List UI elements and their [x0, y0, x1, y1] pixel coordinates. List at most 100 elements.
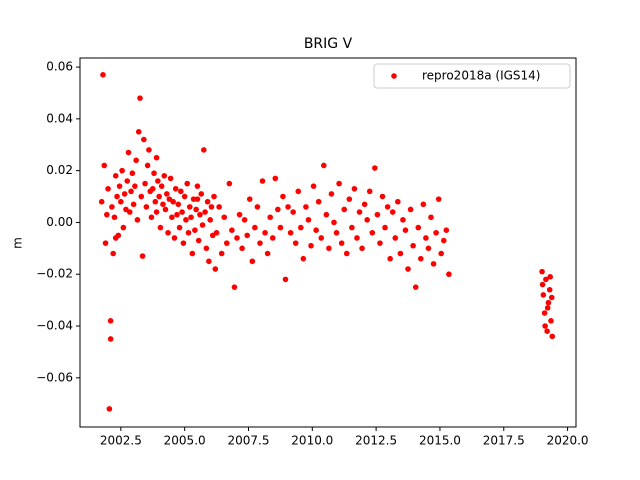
- point: [425, 245, 432, 252]
- point: [539, 268, 545, 275]
- point: [158, 183, 165, 189]
- point: [361, 201, 368, 208]
- point: [206, 258, 212, 265]
- point: [338, 240, 345, 246]
- point: [149, 185, 156, 192]
- point: [323, 211, 330, 218]
- point: [104, 211, 110, 218]
- point: [259, 178, 266, 184]
- point: [397, 250, 404, 257]
- point: [280, 193, 286, 200]
- x-tick-label: 2012.5: [355, 434, 397, 448]
- point: [290, 209, 296, 215]
- y-tick-label: −0.02: [36, 267, 73, 281]
- point: [134, 217, 141, 223]
- point: [190, 196, 197, 202]
- point: [179, 209, 185, 215]
- point: [377, 240, 383, 246]
- point: [176, 224, 183, 231]
- point: [110, 250, 116, 257]
- x-tick-label: 2020.0: [547, 434, 589, 448]
- point: [244, 232, 251, 239]
- point: [249, 258, 256, 265]
- point: [392, 235, 399, 241]
- point: [400, 217, 406, 223]
- point: [548, 294, 555, 301]
- point: [162, 206, 169, 213]
- point: [435, 196, 442, 202]
- point: [292, 240, 299, 246]
- point: [194, 196, 201, 202]
- point: [216, 204, 222, 210]
- point: [189, 250, 196, 257]
- y-tick-label: 0.02: [46, 163, 73, 177]
- point: [157, 224, 164, 231]
- point: [326, 245, 332, 252]
- point: [423, 235, 429, 241]
- point: [138, 193, 145, 200]
- point: [163, 191, 170, 197]
- point: [198, 191, 205, 197]
- point: [125, 149, 132, 156]
- x-tick-label: 2005.0: [164, 434, 206, 448]
- point: [264, 250, 271, 257]
- point: [102, 240, 109, 246]
- point: [121, 191, 128, 197]
- point: [207, 217, 213, 223]
- x-tick-label: 2007.5: [227, 434, 269, 448]
- point: [379, 193, 386, 200]
- point: [114, 193, 120, 200]
- point: [135, 129, 142, 135]
- point: [547, 274, 554, 280]
- point: [241, 217, 248, 223]
- point: [236, 211, 243, 218]
- point: [178, 188, 184, 195]
- point: [118, 198, 124, 205]
- point: [116, 183, 123, 189]
- point: [346, 196, 353, 202]
- point: [430, 261, 437, 267]
- point: [143, 204, 150, 210]
- point: [433, 229, 439, 236]
- point: [169, 214, 175, 221]
- point: [308, 242, 314, 249]
- point: [165, 229, 171, 236]
- point: [315, 198, 322, 205]
- point: [234, 235, 240, 241]
- point: [107, 318, 114, 324]
- point: [446, 271, 452, 278]
- point: [267, 214, 273, 221]
- point: [186, 204, 193, 210]
- point: [287, 229, 294, 236]
- point: [366, 188, 373, 195]
- point: [331, 219, 337, 226]
- point: [174, 211, 180, 218]
- point: [254, 204, 261, 210]
- point: [539, 281, 546, 288]
- point: [313, 227, 319, 233]
- point: [262, 229, 268, 236]
- point: [543, 276, 549, 283]
- y-tick-label: −0.04: [36, 319, 73, 333]
- point: [351, 185, 358, 192]
- point: [239, 245, 245, 252]
- point: [364, 217, 370, 223]
- point: [156, 193, 162, 200]
- point: [428, 214, 434, 221]
- point: [545, 299, 552, 306]
- point: [374, 211, 381, 218]
- point: [155, 178, 161, 184]
- point: [208, 204, 215, 210]
- point: [107, 336, 114, 342]
- point: [343, 250, 350, 257]
- point: [128, 188, 134, 195]
- point: [199, 222, 206, 228]
- point: [246, 196, 253, 202]
- point: [201, 147, 207, 153]
- point: [133, 157, 139, 164]
- point: [171, 235, 178, 241]
- point: [124, 178, 131, 184]
- point: [101, 162, 108, 169]
- point: [341, 206, 348, 213]
